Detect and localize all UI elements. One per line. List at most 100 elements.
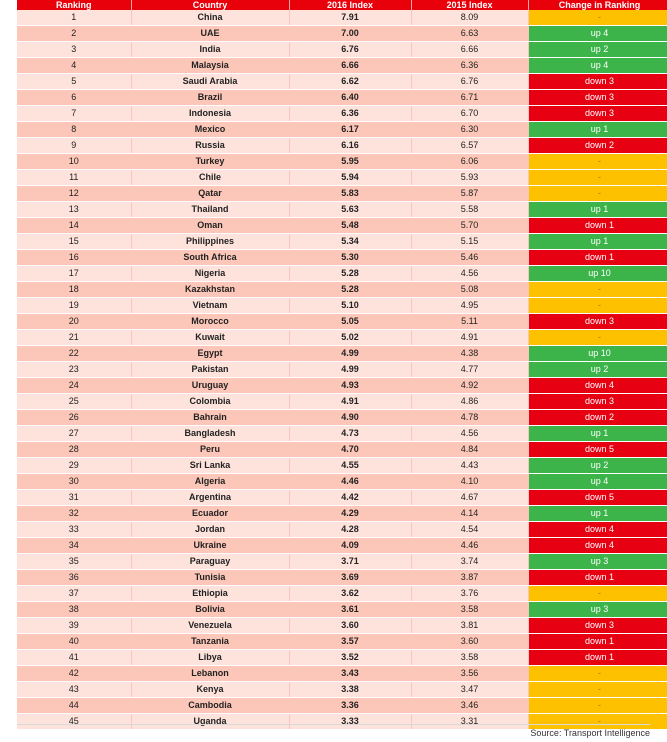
index-2015-cell: 4.78 [411, 409, 529, 426]
country-cell: South Africa [131, 249, 290, 266]
index-2016-cell: 5.63 [289, 201, 412, 218]
table-row: 38 Bolivia 3.61 3.58 up 3 [17, 601, 667, 618]
table-row: 4 Malaysia 6.66 6.36 up 4 [17, 57, 667, 74]
index-2015-cell: 4.92 [411, 377, 529, 394]
index-2015-cell: 6.57 [411, 137, 529, 154]
change-cell: up 3 [528, 601, 667, 618]
country-cell: Russia [131, 137, 290, 154]
index-2016-cell: 4.99 [289, 361, 412, 378]
rank-cell: 20 [17, 313, 132, 330]
table-row: 16 South Africa 5.30 5.46 down 1 [17, 249, 667, 266]
rank-cell: 3 [17, 41, 132, 58]
country-cell: Colombia [131, 393, 290, 410]
table-row: 10 Turkey 5.95 6.06- [17, 153, 667, 170]
country-cell: Kuwait [131, 329, 290, 346]
table-row: 13 Thailand 5.63 5.58 up 1 [17, 201, 667, 218]
country-cell: Tanzania [131, 633, 290, 650]
index-2015-cell: 3.81 [411, 617, 529, 634]
index-2016-cell: 6.16 [289, 137, 412, 154]
country-cell: Kenya [131, 681, 290, 698]
change-cell: up 1 [528, 425, 667, 442]
index-2015-cell: 4.56 [411, 425, 529, 442]
change-cell: - [528, 665, 667, 682]
index-2016-cell: 7.91 [289, 10, 412, 26]
country-cell: Venezuela [131, 617, 290, 634]
change-cell: down 1 [528, 633, 667, 650]
change-cell: up 10 [528, 265, 667, 282]
table-row: 29 Sri Lanka 4.55 4.43 up 2 [17, 457, 667, 474]
country-cell: Uganda [131, 713, 290, 730]
index-2016-cell: 3.60 [289, 617, 412, 634]
index-2015-cell: 4.46 [411, 537, 529, 554]
change-cell: down 2 [528, 137, 667, 154]
source-note: Source: Transport Intelligence [530, 728, 650, 738]
table-row: 27 Bangladesh 4.73 4.56 up 1 [17, 425, 667, 442]
rank-cell: 9 [17, 137, 132, 154]
rank-cell: 7 [17, 105, 132, 122]
table-row: 6 Brazil 6.40 6.71 down 3 [17, 89, 667, 106]
index-2016-cell: 3.43 [289, 665, 412, 682]
change-cell: - [528, 153, 667, 170]
country-cell: Peru [131, 441, 290, 458]
index-2016-cell: 3.62 [289, 585, 412, 602]
index-2015-cell: 4.10 [411, 473, 529, 490]
index-2015-cell: 4.91 [411, 329, 529, 346]
rank-cell: 32 [17, 505, 132, 522]
rank-cell: 44 [17, 697, 132, 714]
rank-cell: 15 [17, 233, 132, 250]
change-cell: up 10 [528, 345, 667, 362]
index-2016-cell: 5.05 [289, 313, 412, 330]
country-cell: Nigeria [131, 265, 290, 282]
rank-cell: 12 [17, 185, 132, 202]
index-2016-cell: 3.52 [289, 649, 412, 666]
index-2016-cell: 6.76 [289, 41, 412, 58]
table-row: 12 Qatar 5.83 5.87- [17, 185, 667, 202]
table-row: 28 Peru 4.70 4.84 down 5 [17, 441, 667, 458]
country-cell: Pakistan [131, 361, 290, 378]
table-row: 43 Kenya 3.38 3.47- [17, 681, 667, 698]
change-cell: up 2 [528, 361, 667, 378]
change-cell: up 1 [528, 121, 667, 138]
index-2015-cell: 4.84 [411, 441, 529, 458]
index-2015-cell: 5.11 [411, 313, 529, 330]
index-2016-cell: 4.93 [289, 377, 412, 394]
header-2016-index: 2016 Index [289, 0, 412, 10]
change-cell: down 3 [528, 393, 667, 410]
index-2015-cell: 5.58 [411, 201, 529, 218]
change-cell: up 2 [528, 457, 667, 474]
index-2015-cell: 3.47 [411, 681, 529, 698]
index-2016-cell: 4.29 [289, 505, 412, 522]
index-2016-cell: 4.28 [289, 521, 412, 538]
index-2015-cell: 5.46 [411, 249, 529, 266]
country-cell: Algeria [131, 473, 290, 490]
index-2015-cell: 3.60 [411, 633, 529, 650]
index-2015-cell: 6.06 [411, 153, 529, 170]
change-cell: up 1 [528, 233, 667, 250]
rank-cell: 45 [17, 713, 132, 730]
table-row: 3 India 6.76 6.66 up 2 [17, 41, 667, 58]
change-cell: - [528, 297, 667, 314]
index-2015-cell: 4.77 [411, 361, 529, 378]
change-cell: up 2 [528, 41, 667, 58]
index-2016-cell: 6.40 [289, 89, 412, 106]
change-cell: down 4 [528, 521, 667, 538]
index-2016-cell: 4.99 [289, 345, 412, 362]
table-row: 9 Russia 6.16 6.57 down 2 [17, 137, 667, 154]
change-cell: down 4 [528, 537, 667, 554]
country-cell: Tunisia [131, 569, 290, 586]
rank-cell: 43 [17, 681, 132, 698]
index-2015-cell: 6.70 [411, 105, 529, 122]
change-cell: down 3 [528, 89, 667, 106]
country-cell: Ecuador [131, 505, 290, 522]
change-cell: down 1 [528, 649, 667, 666]
table-row: 1 China 7.91 8.09- [17, 10, 667, 26]
rank-cell: 21 [17, 329, 132, 346]
table-row: 2 UAE 7.00 6.63 up 4 [17, 25, 667, 42]
table-row: 7 Indonesia 6.36 6.70 down 3 [17, 105, 667, 122]
table-row: 8 Mexico 6.17 6.30 up 1 [17, 121, 667, 138]
ranking-table: Ranking Country 2016 Index 2015 Index Ch… [17, 0, 667, 730]
index-2015-cell: 3.31 [411, 713, 529, 730]
index-2015-cell: 6.63 [411, 25, 529, 42]
table-row: 5 Saudi Arabia 6.62 6.76 down 3 [17, 73, 667, 90]
index-2016-cell: 6.36 [289, 105, 412, 122]
